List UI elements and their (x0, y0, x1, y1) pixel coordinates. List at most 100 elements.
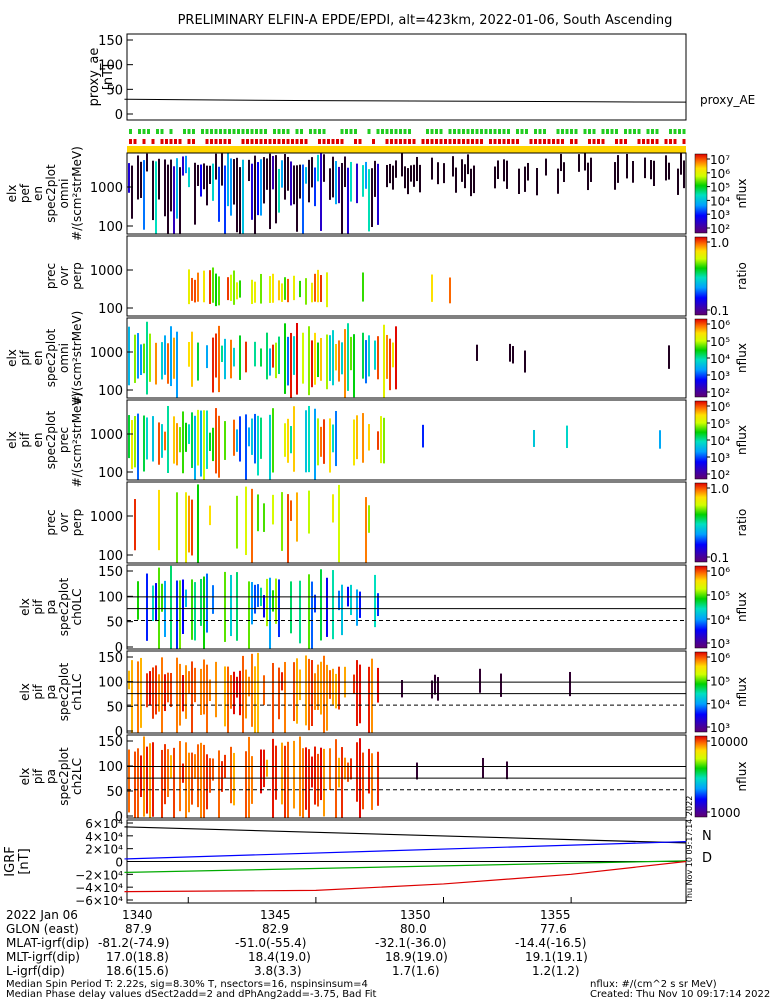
colorbar: 10⁶ 10⁵ 10⁴ 10³ 10² nflux (694, 318, 749, 400)
spectrogram-cell (146, 673, 148, 708)
spectrogram-cell (677, 168, 679, 195)
spectrogram-cell (155, 161, 157, 234)
spectrogram-cell (362, 272, 364, 302)
spectrogram-cell (185, 665, 187, 719)
spectrogram-cell (557, 168, 559, 194)
spectrogram-cell (185, 422, 187, 452)
status-tick-red (399, 139, 402, 144)
spectrogram-cell (269, 348, 271, 376)
spectrogram-cell (167, 164, 169, 234)
spectrogram-cell (632, 161, 634, 183)
spectrogram-cell (137, 155, 139, 200)
spectrogram-cell (167, 749, 169, 797)
spectrogram-cell (194, 162, 196, 225)
spectrogram-cell (266, 158, 268, 190)
spectrogram-cell (563, 162, 565, 183)
status-tick-green (601, 129, 605, 134)
status-tick-green (367, 129, 371, 134)
status-tick-green (651, 129, 654, 134)
status-tick-red (529, 139, 533, 144)
status-tick-green (183, 129, 186, 134)
colorbar-tick-label: 1000 (710, 806, 741, 820)
spectrogram-cell (506, 761, 508, 780)
y-axis-label: ovr (57, 266, 71, 285)
spectrogram-cell (296, 492, 298, 542)
spectrogram-cell (191, 331, 193, 387)
y-tick-label: 1000 (90, 510, 123, 525)
spectrogram-cell (344, 757, 346, 780)
spectrogram-cell (497, 160, 499, 179)
spectrogram-cell (197, 342, 199, 381)
y-tick-label: 150 (98, 735, 123, 750)
spectrogram-cell (143, 736, 145, 817)
spectrogram-cell (149, 333, 151, 382)
elx-pif-pa-spec2plot-ch0LC-panel: 0 50 100 150 elx pif pa spec2plot ch0LC 10⁶ 10⁵ 10⁴… (18, 564, 749, 656)
status-tick-red (439, 139, 443, 144)
spectrogram-cell (272, 590, 274, 612)
spectrogram-cell (383, 324, 385, 398)
spectrogram-cell (368, 748, 370, 794)
status-tick-green (142, 129, 146, 134)
status-tick-green (273, 129, 276, 134)
status-tick-red (178, 139, 182, 144)
status-tick-red (160, 139, 164, 144)
spectrogram-cell (320, 747, 322, 801)
spectrogram-cell (170, 565, 172, 649)
status-tick-red (264, 139, 267, 144)
spectrogram-cell (374, 340, 376, 370)
status-tick-green (489, 129, 492, 134)
spectrogram-cell (350, 758, 352, 780)
y-tick-label: 0 (115, 856, 123, 870)
spectrogram-cell (251, 279, 253, 304)
spectrogram-cell (176, 158, 178, 219)
colorbar-tick-label: 10⁶ (710, 651, 730, 665)
status-tick-green (376, 129, 380, 134)
spectrogram-cell (263, 157, 265, 204)
spectrogram-cell (137, 413, 139, 480)
spectrogram-cell (128, 415, 130, 459)
spectrogram-cell (419, 164, 421, 193)
spectrogram-cell (320, 426, 322, 457)
spectrogram-cell (431, 157, 433, 180)
colorbar-label: nflux (735, 762, 749, 792)
spectrogram-cell (176, 580, 178, 649)
status-tick-green (214, 129, 218, 134)
y-axis-label: ch2LC (70, 758, 84, 795)
status-tick-red (651, 139, 654, 144)
y-axis-label: en (31, 186, 45, 201)
spectrogram-cell (395, 326, 397, 390)
footer-value: 1355 (540, 908, 571, 922)
spectrogram-cell (209, 165, 211, 184)
spectrogram-cell (134, 499, 136, 551)
spectrogram-cell (134, 416, 136, 468)
status-tick-green (129, 129, 132, 134)
spectrogram-cell (179, 580, 181, 649)
spectrogram-cell (179, 167, 181, 234)
spectrogram-cell (206, 410, 208, 469)
status-tick-green (250, 129, 254, 134)
spectrogram-cell (209, 758, 211, 793)
spectrogram-cell (272, 662, 274, 733)
status-tick-red (277, 139, 281, 144)
status-tick-green (187, 129, 191, 134)
status-tick-green (259, 129, 263, 134)
spectrogram-cell (416, 156, 418, 182)
spectrogram-cell (179, 741, 181, 812)
spectrogram-cell (212, 758, 214, 781)
status-tick-green (448, 129, 452, 134)
spectrogram-cell (305, 278, 307, 305)
spectrogram-cell (533, 429, 535, 447)
spectrogram-cell (182, 763, 184, 783)
spectrogram-cell (359, 591, 361, 618)
status-tick-red (574, 139, 578, 144)
spectrogram-cell (230, 746, 232, 804)
spectrogram-cell (338, 484, 340, 563)
colorbar: 1.0 0.1 ratio (694, 236, 749, 318)
status-tick-red (255, 139, 258, 144)
spectrogram-cell (275, 745, 277, 800)
spectrogram-cell (200, 578, 202, 626)
status-tick-red (637, 139, 641, 144)
spectrogram-cell (200, 668, 202, 715)
status-tick-red (385, 139, 389, 144)
footer-label: MLAT-igrf(dip) (6, 936, 90, 950)
